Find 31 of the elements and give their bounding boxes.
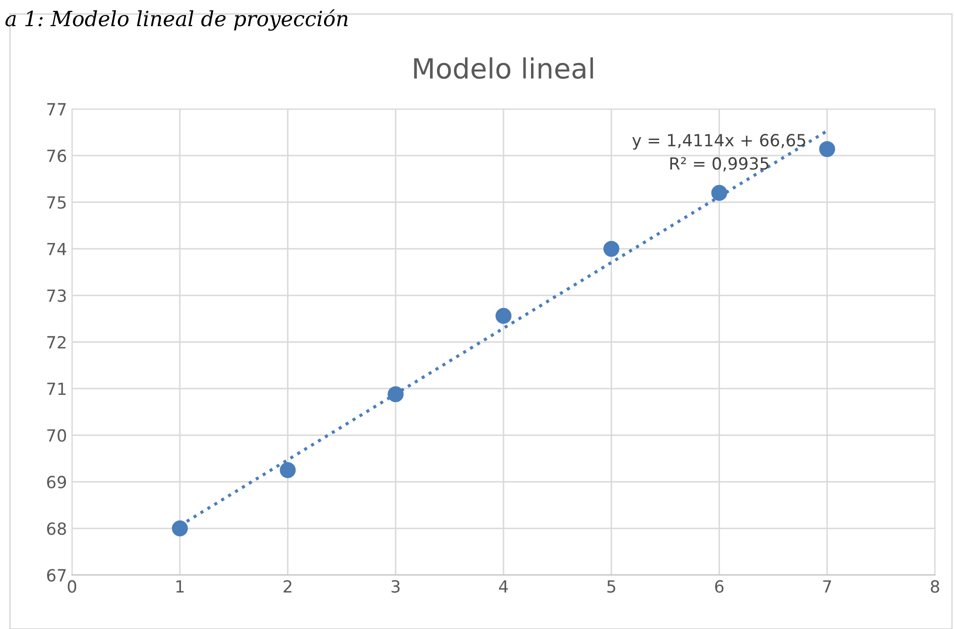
annotation: R² = 0,9935: [670, 157, 768, 172]
y-tick-label: 75: [47, 196, 66, 209]
y-tick-label: 73: [47, 289, 66, 302]
y-tick-label: 67: [47, 568, 66, 582]
point: [172, 520, 188, 536]
point: [603, 240, 620, 257]
point: [711, 184, 728, 201]
y-tick-label: 76: [47, 150, 66, 162]
point: [819, 141, 836, 158]
x-tick-label: 5: [607, 580, 616, 593]
chart-title: Modelo lineal: [414, 57, 593, 79]
y-tick-label: 71: [47, 382, 66, 395]
point: [280, 462, 296, 478]
point: [388, 386, 404, 402]
y-tick-label: 74: [47, 242, 66, 256]
annotation: y = 1,4114x + 66,65: [632, 134, 806, 150]
y-tick-label: 77: [47, 103, 66, 116]
x-tick-label: 4: [499, 580, 508, 593]
y-tick-label: 70: [47, 429, 66, 442]
text: a 1: Modelo lineal de proyección: [5, 9, 348, 31]
y-tick-label: 68: [47, 522, 66, 535]
x-tick-label: 0: [68, 580, 76, 593]
x-tick-label: 6: [715, 580, 724, 593]
x-tick-label: 1: [176, 580, 184, 593]
x-tick-label: 3: [392, 580, 400, 593]
x-tick-label: 7: [823, 580, 832, 593]
x-tick-label: 2: [284, 580, 292, 593]
y-tick-label: 69: [47, 476, 66, 488]
point: [496, 308, 512, 324]
x-tick-label: 8: [930, 580, 940, 593]
y-tick-label: 72: [47, 336, 66, 348]
